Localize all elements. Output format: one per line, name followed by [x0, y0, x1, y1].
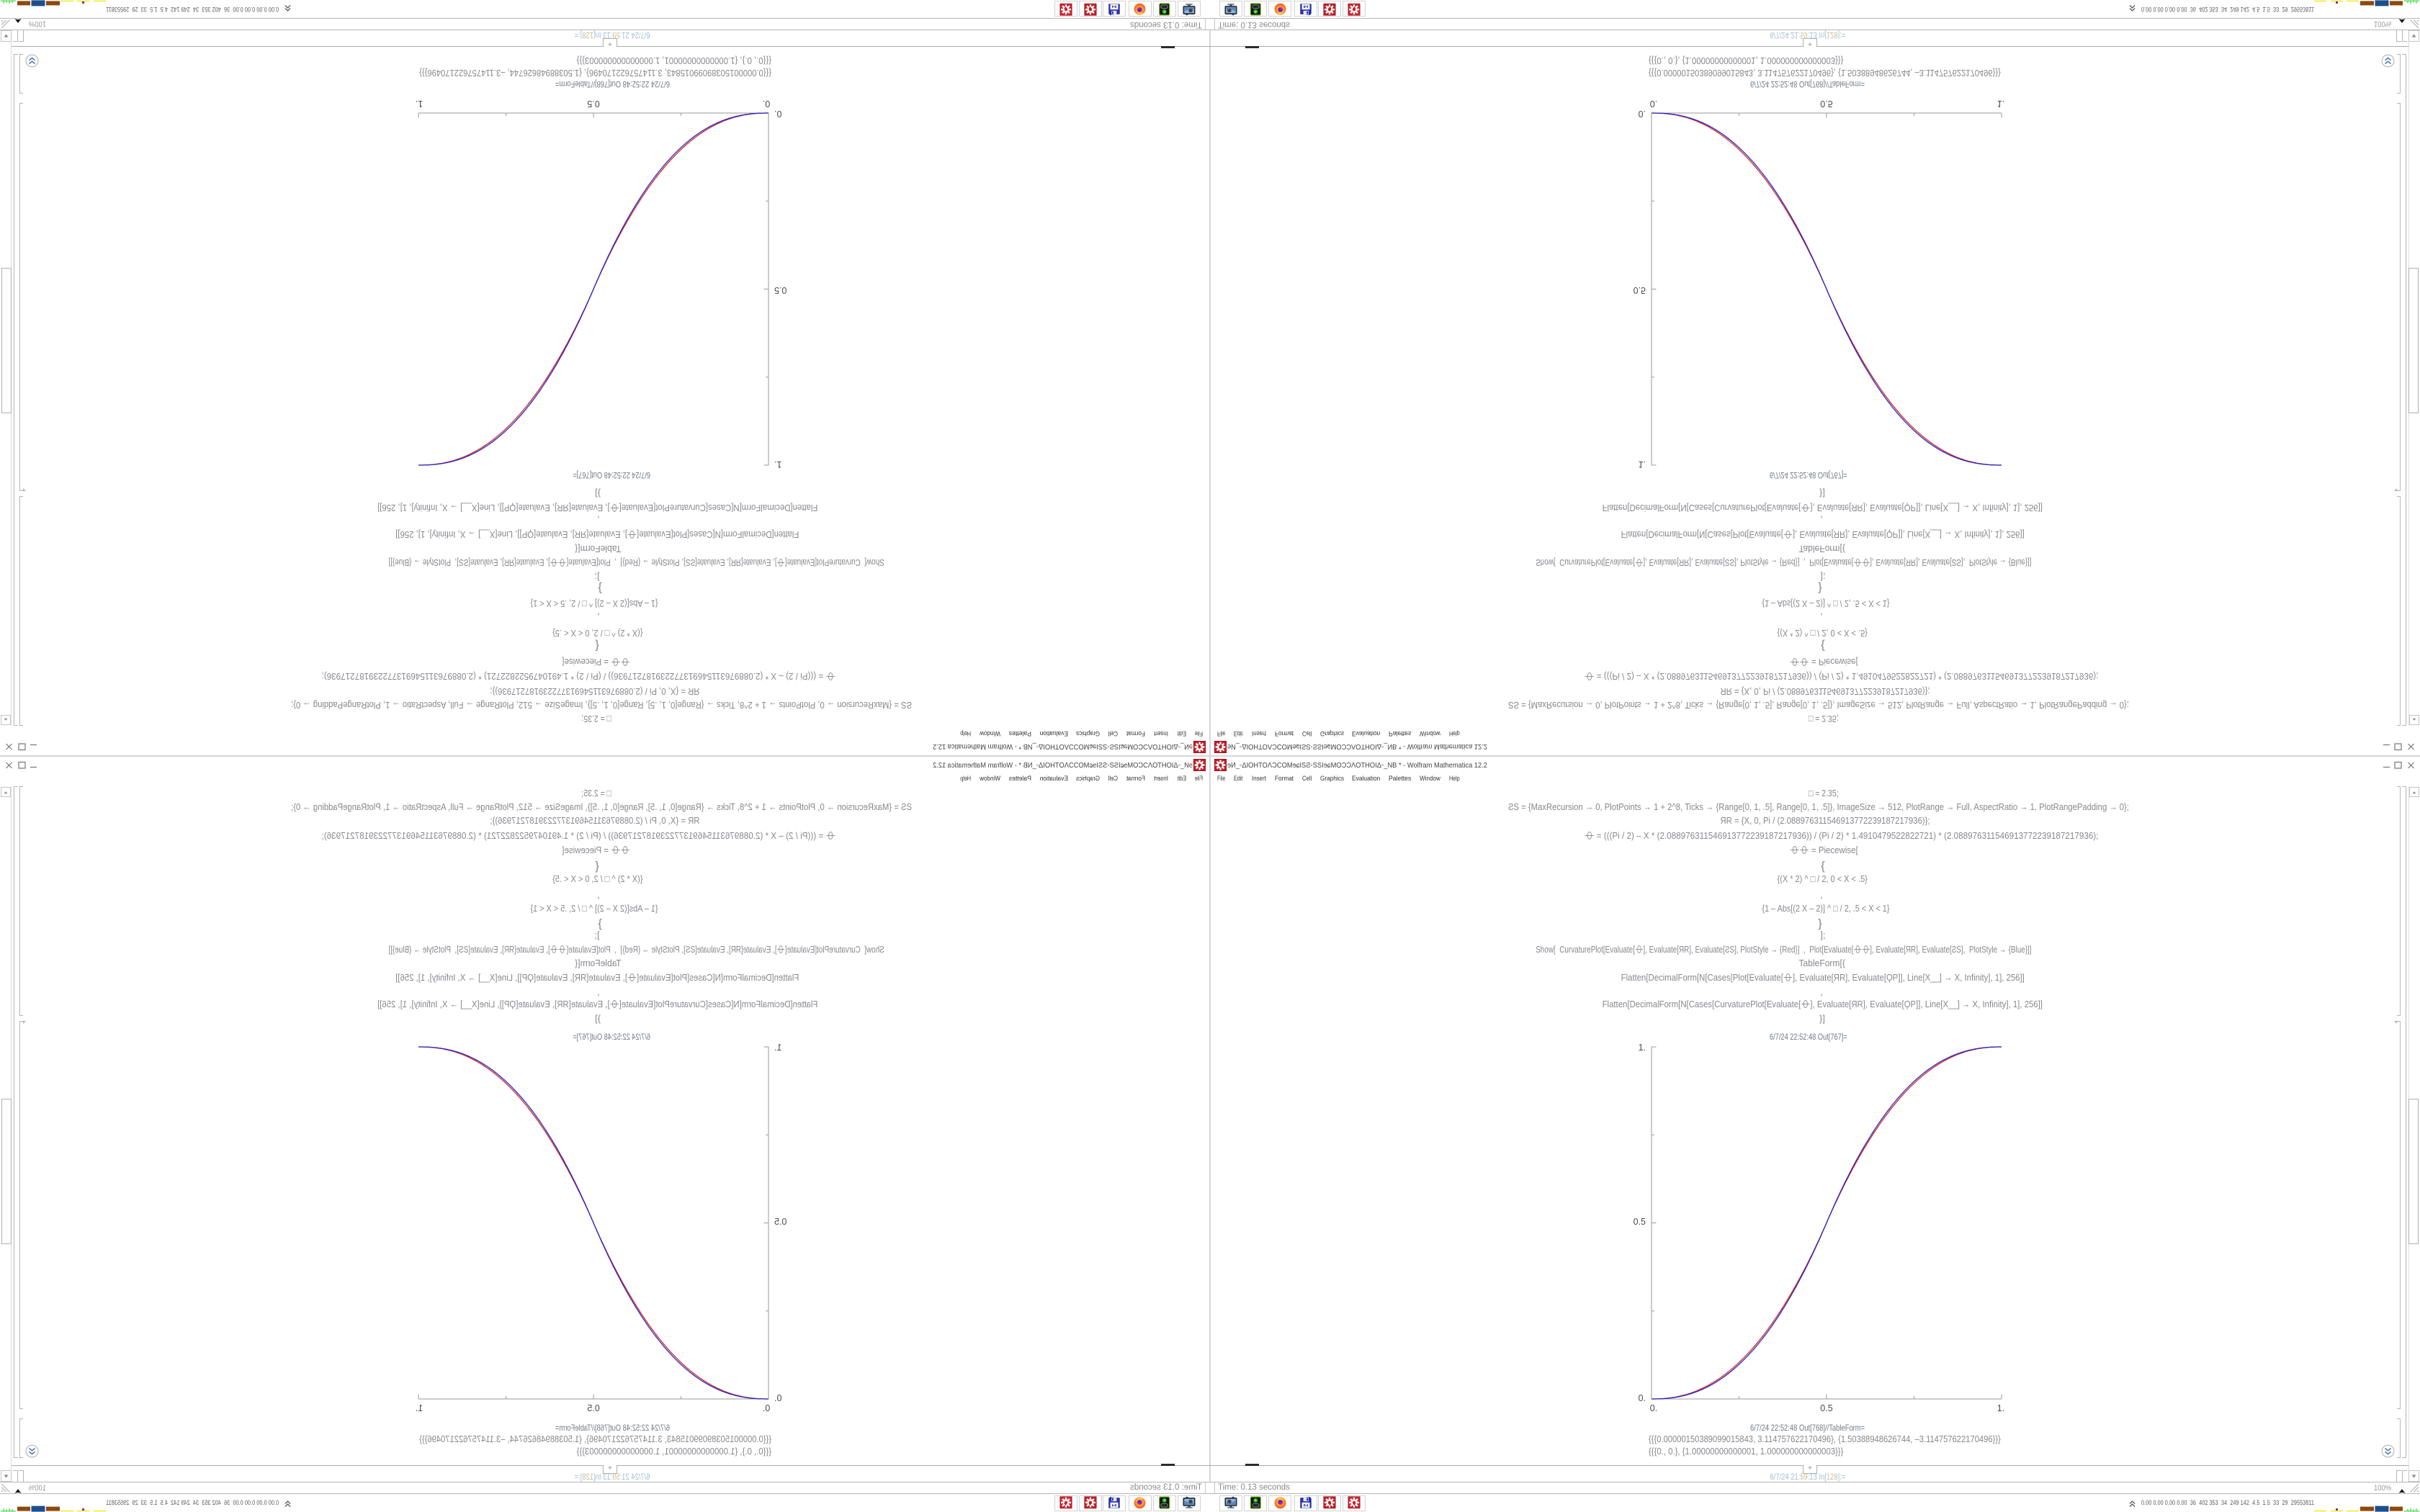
svg-text:64: 64	[1111, 1503, 1116, 1508]
svg-text:64: 64	[1304, 4, 1309, 9]
svg-text:64: 64	[1111, 4, 1116, 9]
svg-text:64: 64	[1304, 1503, 1309, 1508]
